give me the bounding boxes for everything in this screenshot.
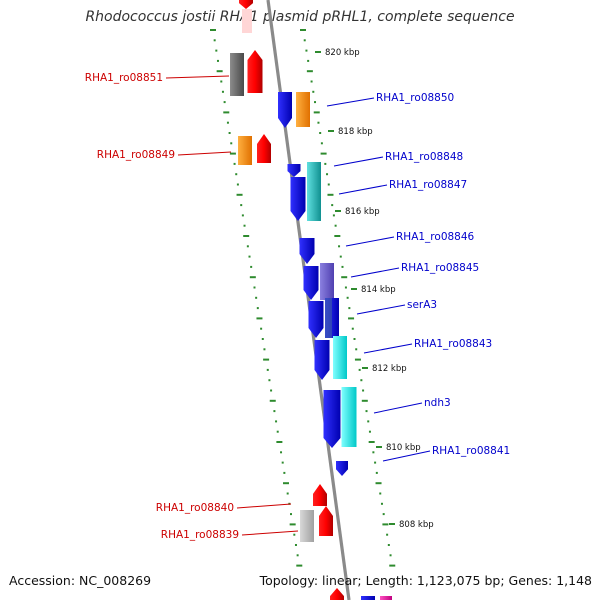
gene-arrow bbox=[239, 0, 253, 9]
gene-arrow bbox=[314, 340, 330, 380]
ruler-label: 812 kbp bbox=[372, 364, 407, 374]
gene-arrow bbox=[287, 164, 301, 177]
gene-box bbox=[333, 336, 347, 379]
gene-arrow bbox=[336, 461, 348, 476]
outer-tick-track-left bbox=[210, 29, 303, 567]
ruler-label: 810 kbp bbox=[386, 443, 421, 453]
gene-arrow bbox=[330, 588, 344, 600]
label-leader bbox=[236, 503, 292, 509]
gene-box bbox=[361, 596, 375, 600]
gene-arrow bbox=[257, 134, 271, 163]
ruler-label: 818 kbp bbox=[338, 127, 373, 137]
label-leader bbox=[345, 236, 395, 247]
gene-label-right: RHA1_ro08846 bbox=[396, 231, 475, 243]
gene-arrow bbox=[290, 177, 306, 221]
gene-label-left: RHA1_ro08849 bbox=[97, 149, 175, 161]
gene-arrow bbox=[323, 390, 341, 448]
ruler-label: 820 kbp bbox=[325, 48, 360, 58]
gene-arrow bbox=[319, 506, 333, 536]
gene-features bbox=[230, 0, 392, 600]
gene-box bbox=[296, 92, 310, 127]
genome-summary-text: Topology: linear; Length: 1,123,075 bp; … bbox=[259, 573, 592, 588]
gene-label-right: RHA1_ro08848 bbox=[385, 151, 463, 163]
gene-arrow bbox=[278, 92, 292, 128]
gene-label-right: RHA1_ro08845 bbox=[401, 262, 479, 274]
map-title: Rhodococcus jostii RHA1 plasmid pRHL1, c… bbox=[85, 9, 515, 25]
label-leader bbox=[350, 267, 400, 278]
label-leader bbox=[177, 151, 232, 156]
ruler-label: 814 kbp bbox=[361, 285, 396, 295]
gene-arrow bbox=[313, 484, 327, 506]
gene-overlap bbox=[325, 298, 332, 338]
gene-arrow bbox=[303, 266, 319, 300]
gene-box bbox=[230, 53, 244, 96]
label-leader bbox=[333, 156, 384, 167]
label-leader bbox=[326, 97, 375, 107]
gene-arrow bbox=[247, 50, 263, 93]
accession-text: Accession: NC_008269 bbox=[9, 573, 152, 588]
ruler-label: 816 kbp bbox=[345, 207, 380, 217]
label-leader bbox=[382, 450, 431, 462]
gene-label-right: RHA1_ro08841 bbox=[432, 445, 510, 457]
gene-box bbox=[238, 136, 252, 165]
kbp-ruler: 820 kbp 818 kbp 816 kbp 814 kbp 812 kbp 810 k… bbox=[315, 48, 434, 530]
gene-box bbox=[320, 263, 334, 300]
outer-tick-track-right bbox=[300, 29, 396, 567]
gene-box bbox=[300, 510, 314, 542]
gene-box bbox=[380, 596, 392, 600]
gene-label-right: RHA1_ro08850 bbox=[376, 92, 454, 104]
gene-label-right: RHA1_ro08847 bbox=[389, 179, 467, 191]
gene-label-left: RHA1_ro08851 bbox=[85, 72, 163, 84]
gene-box bbox=[307, 162, 321, 221]
gene-label-left: RHA1_ro08840 bbox=[156, 502, 234, 514]
gene-arrow bbox=[308, 301, 324, 338]
gene-shadow bbox=[242, 9, 252, 33]
label-leader bbox=[338, 184, 388, 195]
gene-box bbox=[341, 387, 357, 447]
ruler-label: 808 kbp bbox=[399, 520, 434, 530]
label-leader bbox=[373, 402, 423, 414]
label-leader bbox=[241, 530, 299, 536]
gene-labels: RHA1_ro08851 RHA1_ro08849 RHA1_ro08840 RHA1… bbox=[85, 72, 510, 541]
gene-label-left: RHA1_ro08839 bbox=[161, 529, 239, 541]
label-leader bbox=[165, 75, 230, 79]
gene-arrow bbox=[299, 238, 315, 264]
label-leader bbox=[356, 304, 406, 315]
gene-label-right: RHA1_ro08843 bbox=[414, 338, 492, 350]
label-leader bbox=[363, 343, 413, 354]
gene-label-right: serA3 bbox=[407, 299, 437, 311]
gene-label-right: ndh3 bbox=[424, 397, 451, 409]
